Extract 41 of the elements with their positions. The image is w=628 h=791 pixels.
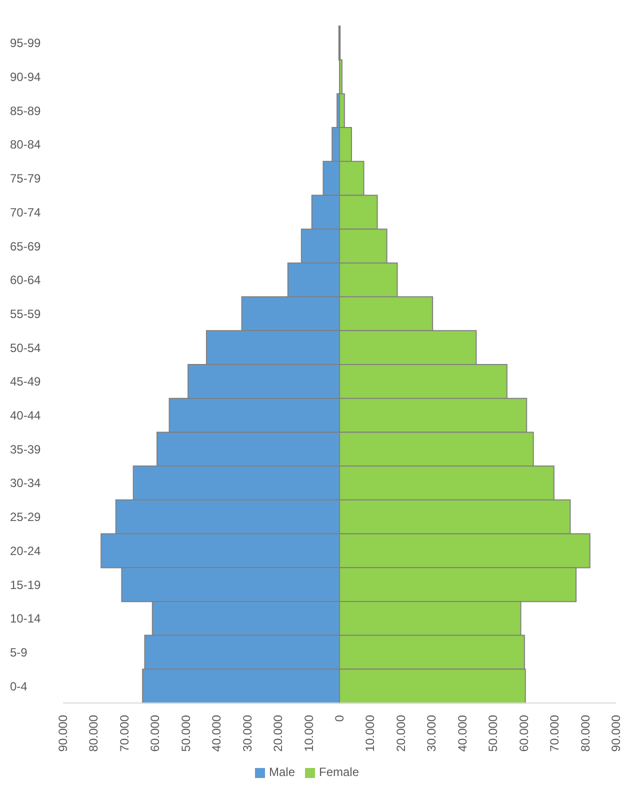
x-tick-label: 50.000 xyxy=(178,714,193,752)
x-tick-label: 40.000 xyxy=(455,714,470,752)
x-tick-label: 90.000 xyxy=(56,714,70,752)
y-tick-label: 10-14 xyxy=(10,612,42,626)
y-tick-label: 80-84 xyxy=(10,138,42,152)
y-tick-label: 75-79 xyxy=(10,172,42,186)
y-tick-label: 70-74 xyxy=(10,205,42,220)
y-tick-label: 95-99 xyxy=(10,36,42,50)
x-tick-label: 20.000 xyxy=(394,714,408,752)
x-tick-label: 30.000 xyxy=(240,714,254,752)
x-tick-label: 10.000 xyxy=(302,714,316,752)
y-tick-label: 40-44 xyxy=(10,408,42,423)
y-tick-label: 55-59 xyxy=(10,306,42,321)
y-tick-label: 85-89 xyxy=(10,104,42,118)
y-tick-label: 0-4 xyxy=(10,679,28,694)
x-tick-label: 80.000 xyxy=(86,714,101,752)
x-tick-label: 0 xyxy=(332,714,346,722)
x-tick-label: 70.000 xyxy=(117,714,132,752)
x-tick-label: 50.000 xyxy=(486,714,500,752)
x-tick-label: 60.000 xyxy=(516,714,531,752)
y-tick-label: 90-94 xyxy=(10,70,42,84)
y-tick-label: 25-29 xyxy=(10,510,42,524)
y-tick-label: 60-64 xyxy=(10,273,42,288)
y-tick-label: 45-49 xyxy=(10,374,42,389)
x-tick-label: 60.000 xyxy=(148,714,162,752)
y-tick-label: 50-54 xyxy=(10,340,42,355)
x-tick-label: 70.000 xyxy=(548,714,562,752)
y-tick-label: 15-19 xyxy=(10,578,42,592)
y-tick-label: 5-9 xyxy=(10,645,28,660)
x-tick-label: 40.000 xyxy=(210,714,224,752)
x-tick-label: 30.000 xyxy=(424,714,439,752)
legend-label: Male xyxy=(268,765,295,779)
x-tick-label: 20.000 xyxy=(271,714,286,752)
y-tick-label: 65-69 xyxy=(10,239,42,254)
y-tick-label: 35-39 xyxy=(10,442,42,456)
y-tick-label: 30-34 xyxy=(10,476,42,490)
legend-label: Female xyxy=(319,765,360,779)
y-tick-label: 20-24 xyxy=(10,544,42,558)
x-tick-label: 90.000 xyxy=(609,714,623,752)
x-tick-label: 80.000 xyxy=(578,714,592,752)
x-tick-label: 10.000 xyxy=(363,714,378,752)
